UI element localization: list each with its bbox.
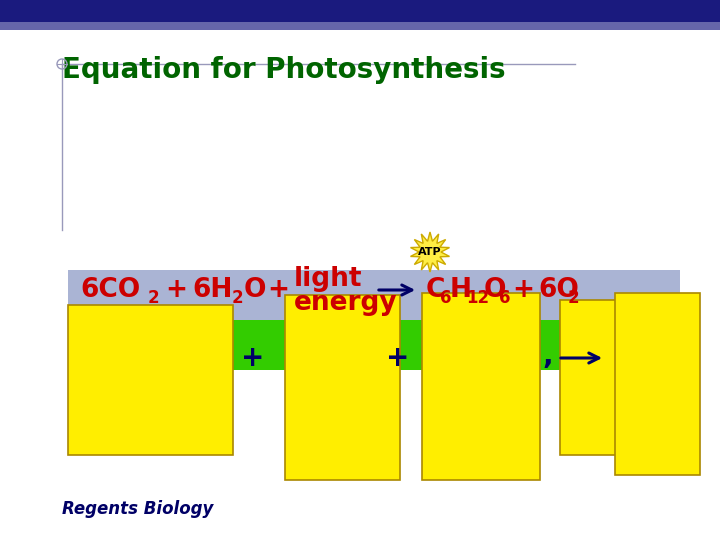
Text: 6: 6 [499, 289, 510, 307]
Bar [615, 293, 700, 475]
Text: +: + [387, 344, 410, 372]
Text: 6H: 6H [192, 277, 233, 303]
Text: energy: energy [294, 290, 397, 316]
Text: light: light [294, 266, 362, 292]
Bar [0, 0, 720, 22]
Text: O: O [484, 277, 506, 303]
Text: H: H [450, 277, 472, 303]
Text: +: + [267, 277, 289, 303]
Text: +: + [512, 277, 534, 303]
Bar [68, 305, 233, 455]
Bar [68, 320, 680, 370]
Text: 6CO: 6CO [80, 277, 140, 303]
Polygon shape [410, 232, 449, 272]
Bar [422, 293, 540, 480]
Text: 6: 6 [440, 289, 451, 307]
Text: Regents Biology: Regents Biology [62, 500, 213, 518]
Text: 2: 2 [148, 289, 160, 307]
Bar [0, 22, 720, 30]
Text: ,: , [543, 342, 553, 370]
Bar [285, 295, 400, 480]
Text: 6O: 6O [538, 277, 579, 303]
Text: 12: 12 [466, 289, 489, 307]
Text: C: C [426, 277, 446, 303]
Bar [68, 270, 680, 345]
Text: 2: 2 [232, 289, 243, 307]
Text: Equation for Photosynthesis: Equation for Photosynthesis [62, 56, 505, 84]
Text: ATP: ATP [418, 247, 442, 257]
Text: +: + [241, 344, 265, 372]
Text: 2: 2 [568, 289, 580, 307]
Text: O: O [244, 277, 266, 303]
Bar [560, 300, 685, 455]
Text: +: + [165, 277, 187, 303]
